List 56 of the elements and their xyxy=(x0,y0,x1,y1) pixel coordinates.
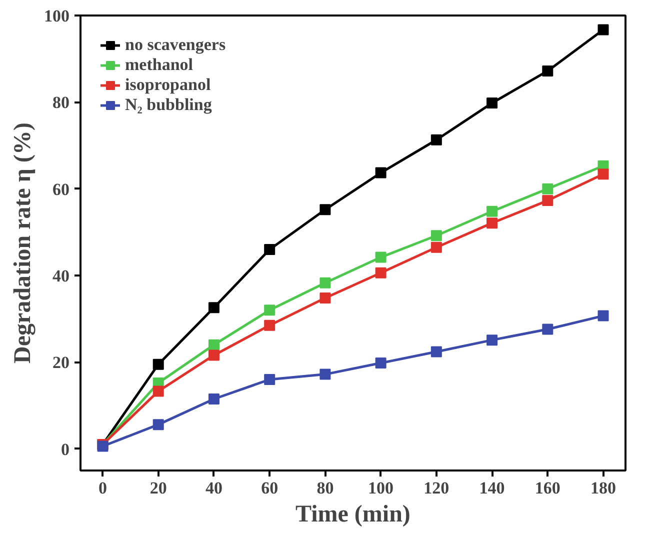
point xyxy=(208,302,220,314)
point xyxy=(320,277,331,288)
y-tick-label: 0 xyxy=(61,440,70,459)
point xyxy=(375,267,386,278)
point xyxy=(320,292,331,304)
point xyxy=(486,334,498,346)
point xyxy=(430,346,442,358)
y-tick-label: 60 xyxy=(52,180,70,199)
x-tick-label: 20 xyxy=(150,478,167,498)
x-tick-label: 120 xyxy=(424,478,450,498)
point xyxy=(264,304,276,316)
y-tick-label: 100 xyxy=(44,6,70,26)
x-tick-label: 160 xyxy=(534,478,560,498)
point xyxy=(375,167,386,178)
point xyxy=(152,386,164,397)
x-tick-label: 0 xyxy=(98,478,107,498)
point xyxy=(598,310,609,322)
point xyxy=(264,244,276,255)
point xyxy=(542,183,554,194)
point xyxy=(208,394,220,404)
y-tick-label: 20 xyxy=(52,353,70,372)
point xyxy=(375,252,386,263)
point xyxy=(598,24,609,36)
x-tick-label: 180 xyxy=(590,478,616,498)
x-tick-label: 60 xyxy=(261,478,278,498)
x-tick-label: 40 xyxy=(205,478,222,498)
x-tick-label: 140 xyxy=(479,478,505,498)
legend-label: no scavengers xyxy=(125,35,226,55)
x-axis-title: Time (min) xyxy=(296,502,410,528)
legend-label: N₂ bubbling xyxy=(125,95,212,115)
point xyxy=(208,339,220,350)
point xyxy=(320,204,331,216)
x-tick-label: 100 xyxy=(368,478,394,498)
y-tick-label: 80 xyxy=(52,93,70,112)
point xyxy=(375,358,386,369)
point xyxy=(152,358,164,370)
x-tick-label: 80 xyxy=(316,478,334,498)
point xyxy=(430,242,442,253)
point xyxy=(152,419,164,430)
point xyxy=(264,374,276,385)
point xyxy=(264,320,276,331)
point xyxy=(486,98,498,109)
point xyxy=(486,218,498,229)
point xyxy=(486,206,498,217)
point xyxy=(542,65,554,76)
point xyxy=(542,195,554,206)
point xyxy=(542,324,554,335)
y-axis-title: Degradation rate η (%) xyxy=(10,122,36,364)
point xyxy=(208,350,220,361)
point xyxy=(430,134,442,146)
point xyxy=(320,368,331,380)
legend-label: isopropanol xyxy=(125,75,211,95)
legend-label: methanol xyxy=(125,55,193,75)
point xyxy=(598,168,609,180)
y-tick-label: 40 xyxy=(52,266,70,286)
point xyxy=(430,230,442,242)
